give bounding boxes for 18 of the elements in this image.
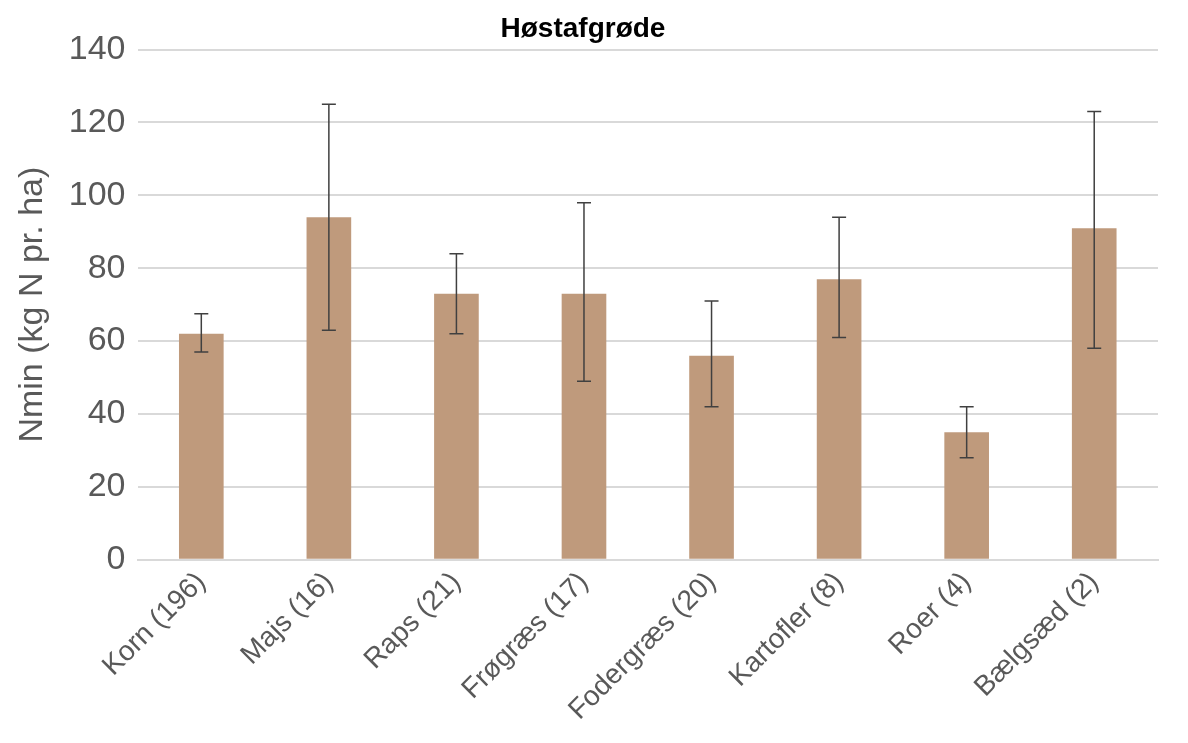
y-tick-label: 20 <box>87 465 126 504</box>
bar <box>306 217 352 559</box>
y-tick-label: 0 <box>106 538 126 577</box>
bar <box>178 333 224 559</box>
bar <box>944 432 989 559</box>
y-tick-label: 80 <box>87 246 126 285</box>
chart-title: Høstafgrøde <box>500 11 666 43</box>
y-tick-label: 40 <box>87 392 126 431</box>
y-tick-label: 120 <box>68 100 126 139</box>
bar <box>561 293 607 559</box>
bar <box>1071 228 1117 559</box>
y-tick-label: 100 <box>68 173 126 212</box>
bar <box>434 293 479 559</box>
bar <box>689 355 734 559</box>
y-axis-title: Nmin (kg N pr. ha) <box>10 166 49 443</box>
y-tick-label: 60 <box>87 319 126 358</box>
y-tick-label: 140 <box>68 27 126 66</box>
bar <box>816 279 862 559</box>
